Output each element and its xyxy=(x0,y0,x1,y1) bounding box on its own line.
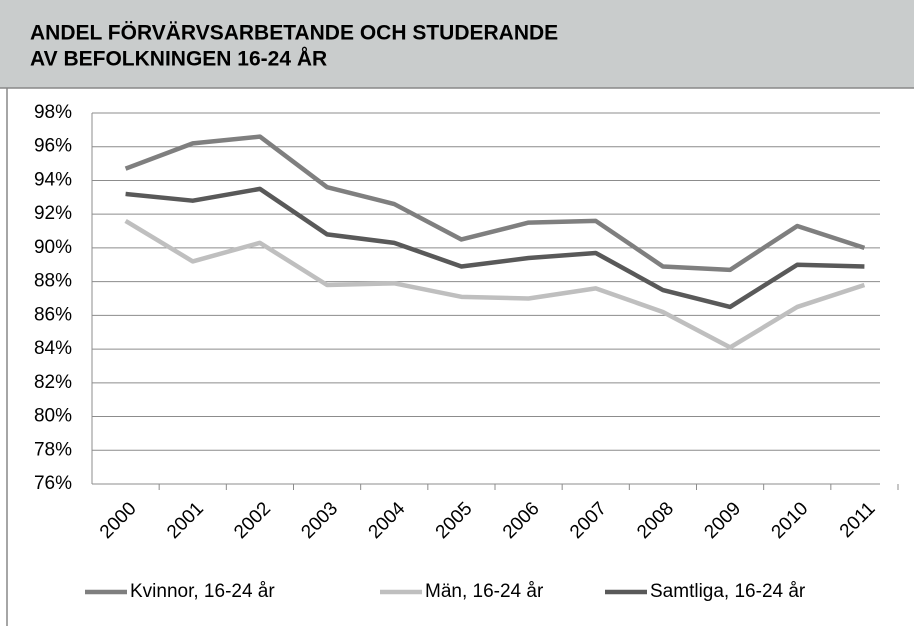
y-tick-label: 80% xyxy=(34,406,72,427)
y-tick-label: 86% xyxy=(34,304,72,325)
series-line xyxy=(124,134,866,273)
x-tick-label: 2008 xyxy=(633,498,678,543)
x-tick-label: 2010 xyxy=(768,498,813,543)
x-tick-label: 2009 xyxy=(700,498,745,543)
series-line xyxy=(125,186,865,310)
x-tick-label: 2004 xyxy=(365,498,410,543)
y-tick-label: 92% xyxy=(34,203,72,224)
x-tick-label: 2002 xyxy=(230,498,275,543)
x-tick-label: 2005 xyxy=(432,498,477,543)
y-tick-label: 98% xyxy=(34,102,72,123)
legend-label: Män, 16-24 år xyxy=(425,581,544,602)
chart-title: AV BEFOLKNINGEN 16-24 ÅR xyxy=(30,47,327,71)
x-tick-label: 2006 xyxy=(499,498,544,543)
y-tick-label: 88% xyxy=(34,271,72,292)
y-tick-label: 82% xyxy=(34,372,72,393)
x-tick-label: 2003 xyxy=(297,498,342,543)
y-tick-label: 90% xyxy=(34,237,72,258)
y-tick-label: 96% xyxy=(34,136,72,157)
chart-title: ANDEL FÖRVÄRVSARBETANDE OCH STUDERANDE xyxy=(30,22,558,45)
y-tick-label: 84% xyxy=(34,338,72,359)
legend-label: Samtliga, 16-24 år xyxy=(650,581,806,602)
y-tick-label: 76% xyxy=(34,473,72,494)
x-tick-label: 2001 xyxy=(163,498,208,543)
x-tick-label: 2000 xyxy=(96,498,141,543)
y-tick-label: 94% xyxy=(34,169,72,190)
x-tick-label: 2007 xyxy=(566,498,611,543)
title-band xyxy=(0,0,914,88)
y-tick-label: 78% xyxy=(34,439,72,460)
series-line xyxy=(124,218,866,350)
legend-label: Kvinnor, 16-24 år xyxy=(130,581,275,602)
x-tick-label: 2011 xyxy=(836,498,880,542)
